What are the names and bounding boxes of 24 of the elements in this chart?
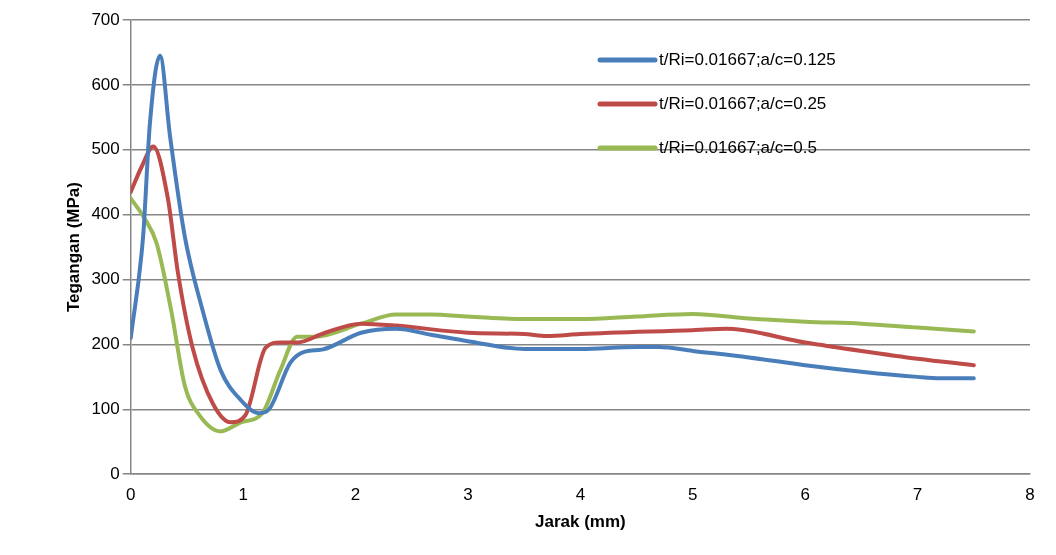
y-tick-label: 100 — [91, 399, 120, 418]
legend-label: t/Ri=0.01667;a/c=0.125 — [659, 49, 836, 69]
legend-label: t/Ri=0.01667;a/c=0.25 — [659, 93, 827, 113]
legend-label: t/Ri=0.01667;a/c=0.5 — [659, 137, 817, 157]
x-tick-label: 0 — [126, 485, 136, 505]
x-tick-label: 2 — [350, 485, 361, 505]
y-axis-title: Tegangan (MPa) — [63, 182, 83, 313]
x-tick-label: 8 — [1025, 485, 1035, 505]
y-tick-label: 0 — [110, 463, 120, 483]
x-tick-label: 3 — [463, 485, 473, 505]
x-tick-label: 6 — [800, 485, 810, 505]
y-tick-label: 300 — [91, 269, 120, 289]
x-tick-label: 1 — [238, 485, 248, 505]
line-series — [130, 53, 976, 416]
y-tick-label: 500 — [91, 139, 120, 159]
line-series — [130, 196, 976, 434]
x-tick-label: 7 — [912, 485, 923, 505]
x-tick-label: 5 — [688, 485, 698, 505]
y-tick-label: 600 — [91, 74, 120, 94]
y-tick-label: 200 — [91, 334, 120, 354]
y-tick-label: 700 — [91, 9, 120, 29]
y-tick-label: 400 — [91, 204, 120, 224]
x-tick-label: 4 — [575, 485, 586, 505]
x-axis-title: Jarak (mm) — [535, 512, 626, 532]
